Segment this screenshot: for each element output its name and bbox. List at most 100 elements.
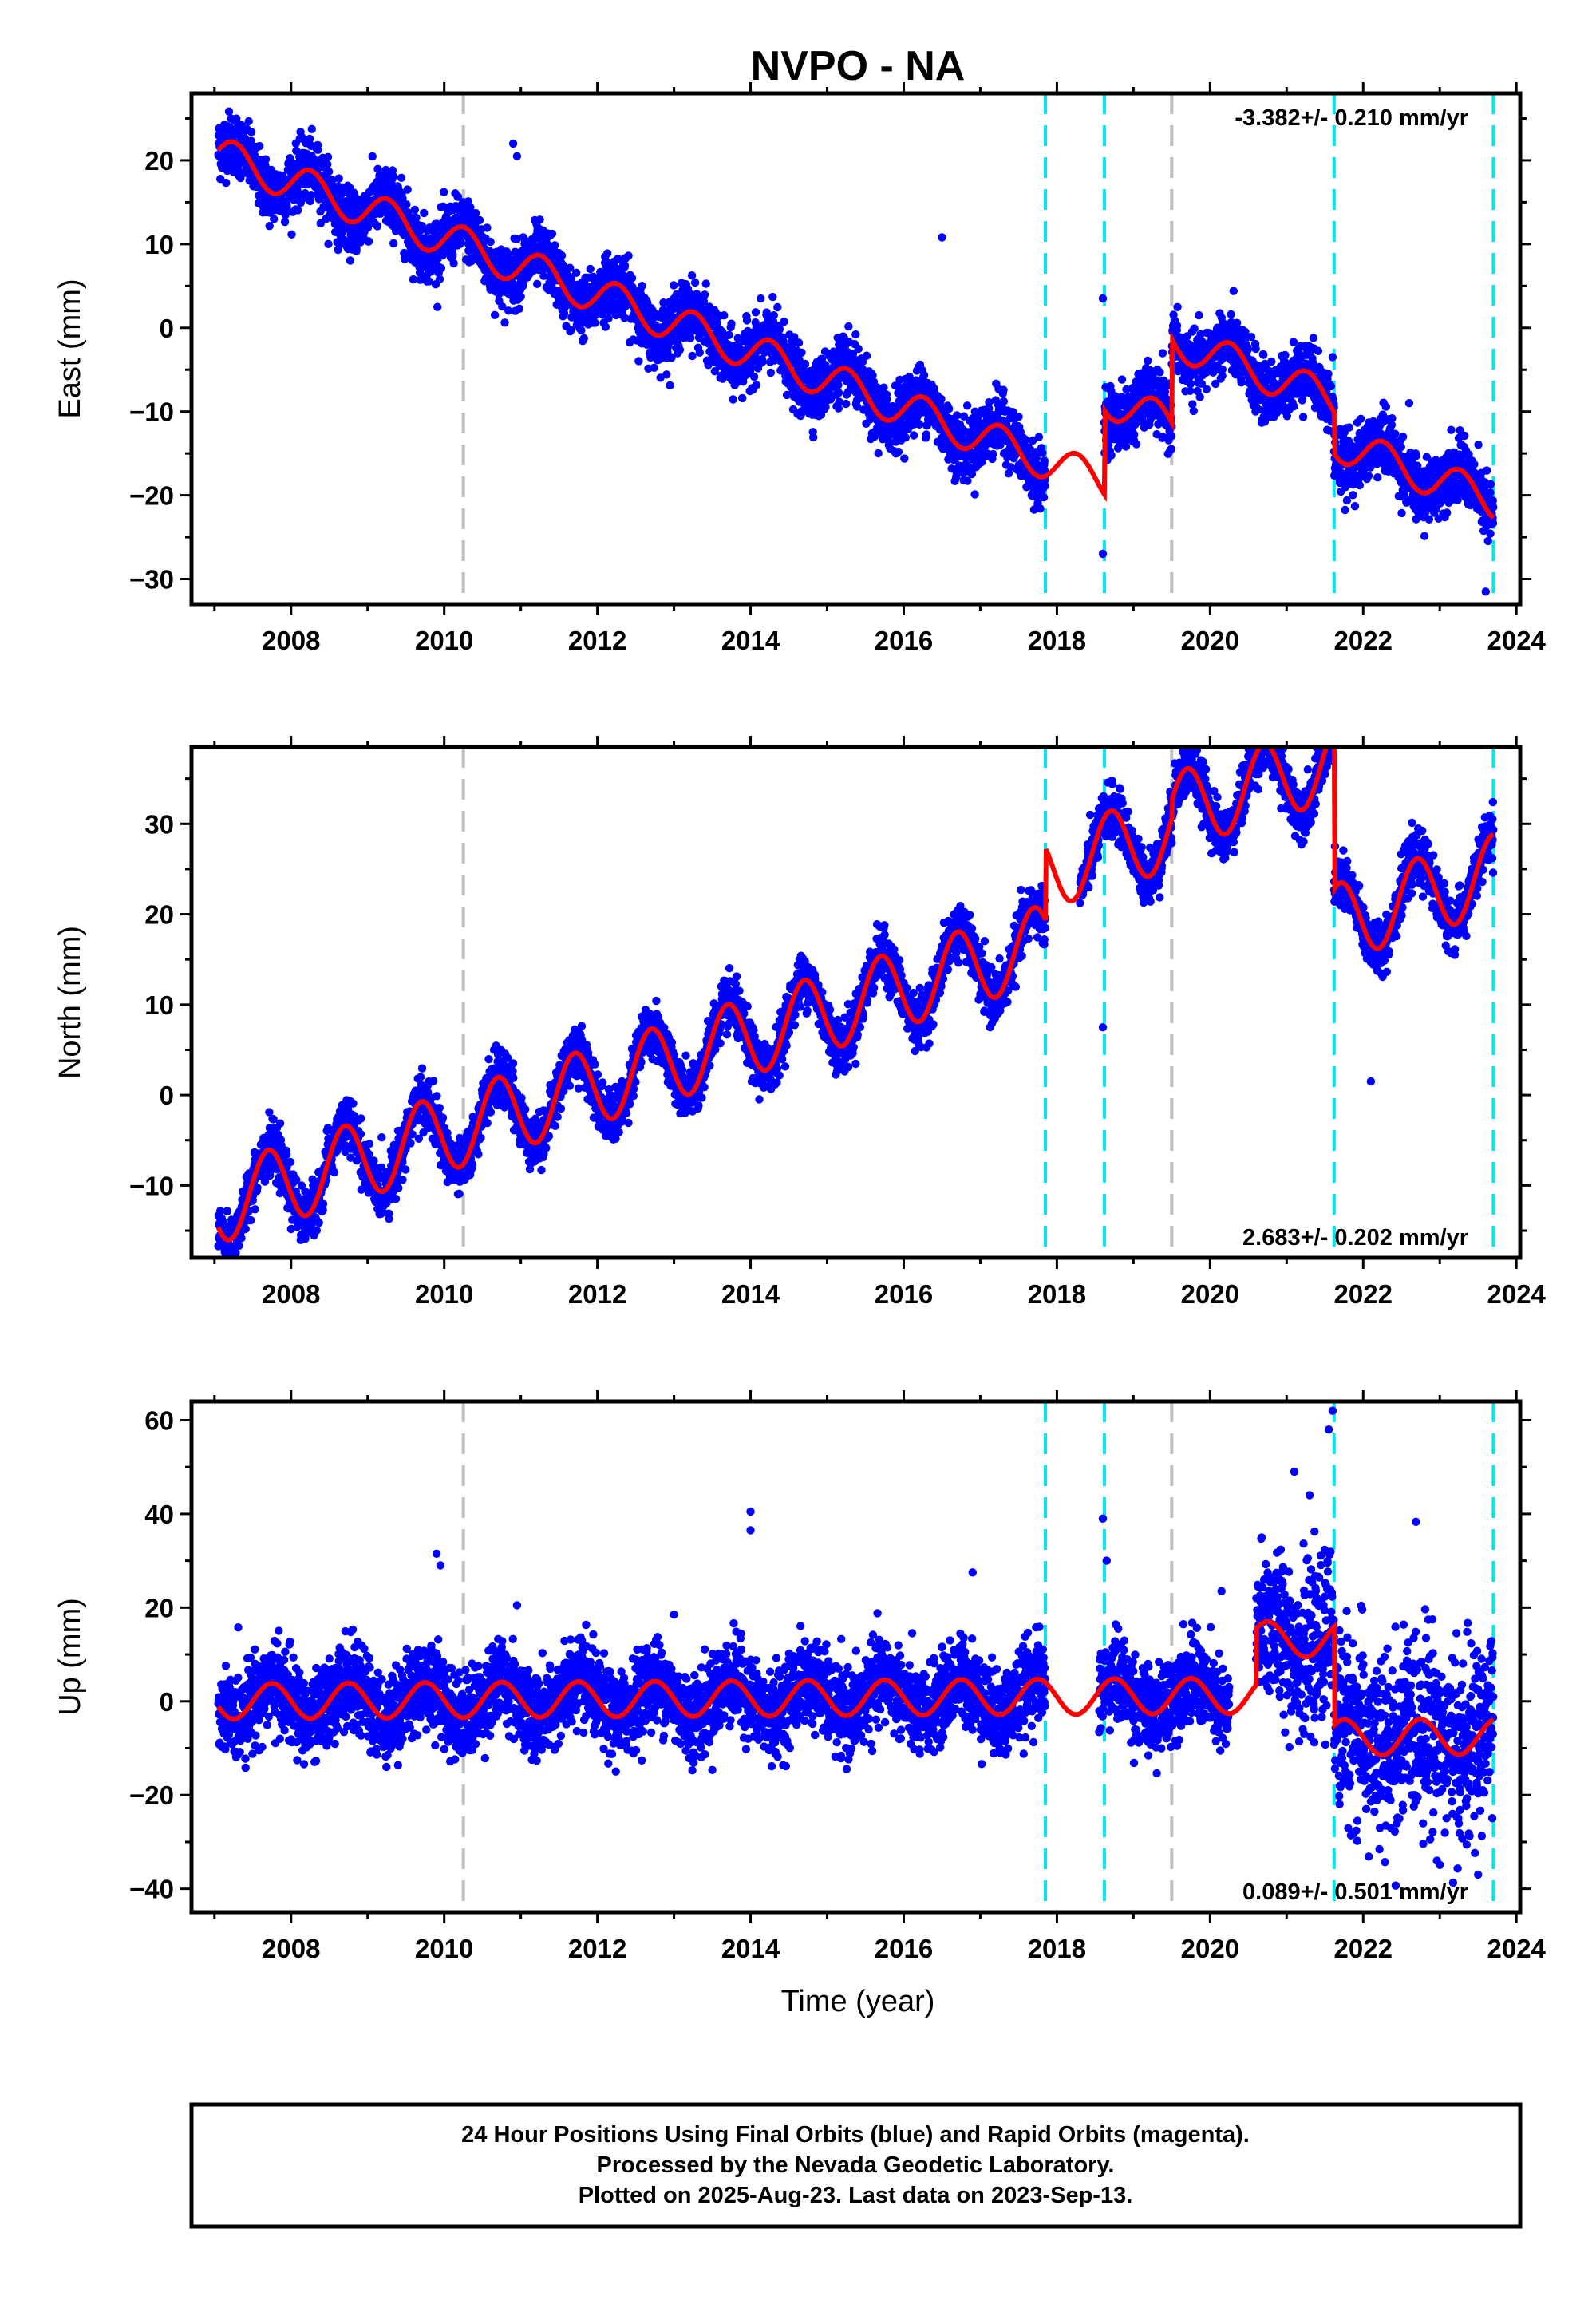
data-point bbox=[328, 176, 337, 184]
data-point bbox=[516, 292, 525, 301]
data-point bbox=[368, 152, 377, 161]
data-point bbox=[475, 215, 484, 225]
data-point bbox=[402, 200, 411, 209]
data-point bbox=[437, 263, 446, 273]
data-point bbox=[244, 117, 253, 126]
data-point bbox=[247, 136, 255, 145]
data-point bbox=[729, 395, 737, 404]
data-point bbox=[533, 279, 542, 288]
data-point bbox=[662, 370, 671, 379]
data-point bbox=[449, 259, 458, 268]
data-point bbox=[1227, 310, 1235, 319]
data-point bbox=[567, 326, 575, 334]
data-point bbox=[435, 275, 444, 283]
data-point bbox=[324, 167, 334, 176]
data-point bbox=[1298, 396, 1307, 405]
data-point bbox=[945, 405, 954, 413]
data-point bbox=[282, 202, 291, 211]
data-point bbox=[306, 191, 316, 200]
data-point bbox=[1254, 405, 1263, 414]
data-point bbox=[261, 155, 271, 164]
data-point bbox=[751, 308, 760, 317]
data-point bbox=[953, 411, 962, 420]
data-point bbox=[306, 196, 314, 206]
east-panel: 2008 2010 2012 2014 2016 2018 2020 2022 2024−30−… bbox=[53, 82, 1547, 655]
data-point bbox=[557, 251, 567, 260]
data-point bbox=[1259, 350, 1268, 359]
data-point bbox=[842, 399, 851, 409]
data-point bbox=[1040, 456, 1049, 465]
data-point bbox=[1237, 378, 1246, 387]
data-point bbox=[1014, 413, 1023, 421]
data-point bbox=[758, 358, 767, 366]
data-point bbox=[247, 128, 256, 136]
data-point bbox=[222, 178, 231, 188]
data-point bbox=[486, 237, 495, 247]
data-point bbox=[224, 107, 234, 116]
data-point bbox=[338, 228, 346, 238]
data-point bbox=[551, 241, 559, 250]
data-point bbox=[1189, 406, 1199, 416]
data-point bbox=[365, 237, 373, 246]
data-point bbox=[270, 215, 279, 223]
data-point bbox=[780, 317, 788, 326]
data-point bbox=[999, 397, 1009, 406]
data-point bbox=[1034, 433, 1044, 441]
data-point bbox=[1167, 445, 1175, 453]
data-point bbox=[389, 172, 398, 181]
data-point bbox=[638, 282, 646, 290]
data-point bbox=[970, 490, 979, 499]
data-point bbox=[1158, 349, 1167, 358]
data-point bbox=[700, 290, 709, 299]
data-point bbox=[323, 160, 332, 169]
data-point bbox=[420, 208, 429, 218]
data-point bbox=[504, 306, 513, 315]
data-point bbox=[1290, 402, 1298, 411]
data-point bbox=[749, 373, 759, 381]
data-point bbox=[666, 381, 674, 390]
data-point bbox=[498, 302, 507, 311]
data-point bbox=[854, 344, 863, 354]
data-point bbox=[425, 277, 433, 286]
data-point bbox=[1038, 449, 1047, 457]
data-point bbox=[456, 238, 465, 247]
east-data-points bbox=[214, 107, 1498, 596]
data-point bbox=[1172, 321, 1182, 330]
data-point bbox=[725, 330, 733, 339]
data-point bbox=[690, 278, 700, 287]
data-point bbox=[440, 188, 448, 196]
data-point bbox=[1243, 346, 1252, 354]
data-point bbox=[1195, 393, 1204, 401]
data-point bbox=[851, 330, 860, 339]
data-point bbox=[512, 235, 521, 243]
data-point bbox=[579, 334, 588, 343]
data-point bbox=[397, 173, 406, 182]
data-point bbox=[334, 174, 343, 183]
data-point bbox=[1173, 302, 1182, 311]
panels: 2008 2010 2012 2014 2016 2018 2020 2022 2024−30−… bbox=[53, 82, 1547, 1963]
data-point bbox=[862, 351, 871, 360]
data-point bbox=[472, 208, 480, 218]
data-point bbox=[1041, 481, 1049, 491]
data-point bbox=[727, 319, 736, 328]
data-point bbox=[901, 433, 911, 442]
data-point bbox=[738, 393, 747, 403]
data-point bbox=[586, 264, 595, 274]
data-point bbox=[352, 244, 361, 254]
data-point bbox=[324, 239, 333, 248]
data-point bbox=[566, 263, 575, 272]
data-point bbox=[490, 310, 500, 319]
data-point bbox=[1267, 357, 1276, 366]
data-point bbox=[800, 359, 810, 369]
data-point bbox=[834, 389, 843, 397]
data-point bbox=[768, 292, 777, 302]
data-point bbox=[834, 381, 843, 389]
data-point bbox=[742, 316, 752, 325]
data-point bbox=[883, 394, 891, 404]
data-point bbox=[453, 192, 463, 201]
data-point bbox=[547, 229, 557, 239]
data-point bbox=[752, 381, 760, 389]
data-point bbox=[433, 302, 442, 311]
data-point bbox=[601, 322, 610, 331]
data-point bbox=[417, 221, 426, 231]
